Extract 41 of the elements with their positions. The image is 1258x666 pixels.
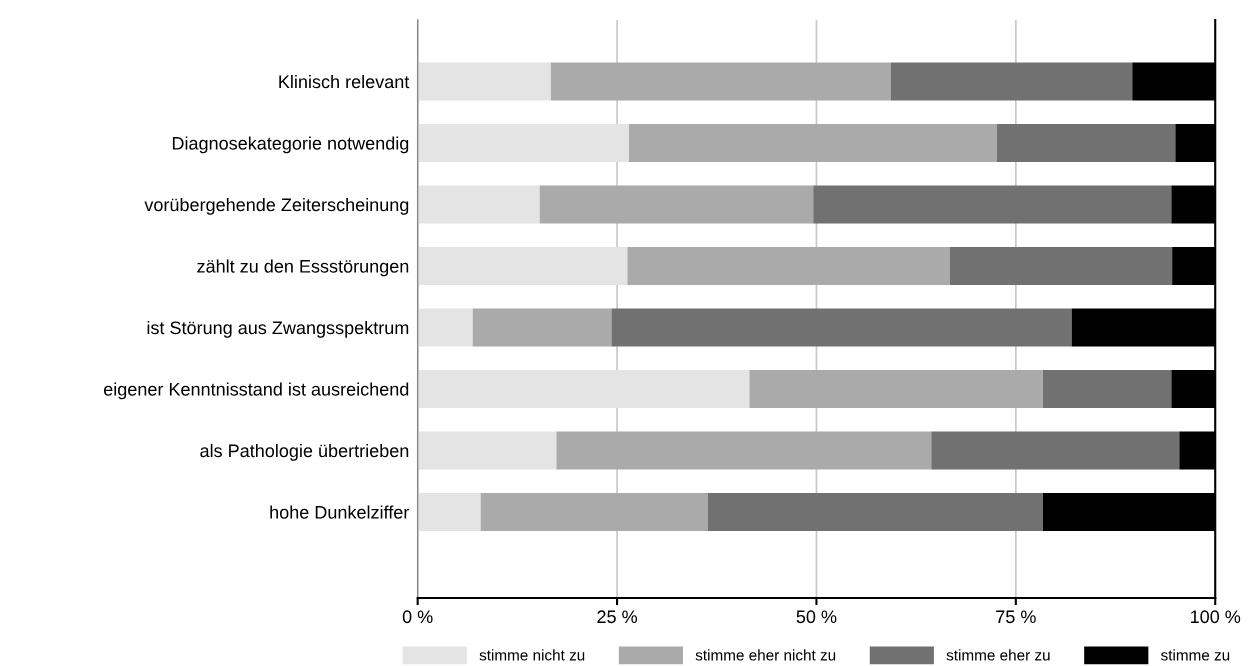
y-tick-label: eigener Kenntnisstand ist ausreichend [103, 382, 409, 400]
bar [813, 185, 1172, 224]
legend-label: stimme eher zu [946, 649, 1050, 661]
y-tick-label: Diagnosekategorie notwendig [172, 136, 409, 154]
bar [996, 123, 1176, 163]
bar [611, 308, 1072, 347]
bar [1042, 369, 1172, 409]
y-tick-label: ist Störung aus Zwangsspektrum [147, 320, 409, 338]
bar [556, 431, 932, 470]
legend-label: stimme eher nicht zu [695, 649, 836, 661]
bar [539, 185, 814, 224]
bar [417, 492, 481, 532]
bar [931, 431, 1180, 470]
bar [550, 62, 891, 101]
y-tick-label: als Pathologie übertrieben [200, 443, 409, 461]
y-tick-label: vorübergehende Zeiterscheinung [144, 197, 409, 215]
x-tick-label: 50 % [796, 610, 837, 624]
bar [417, 246, 628, 286]
x-tick-label: 75 % [996, 610, 1036, 624]
bar [472, 308, 612, 347]
bar [629, 123, 997, 163]
legend-label: stimme nicht zu [479, 649, 585, 661]
bar [417, 185, 540, 224]
y-tick-label: Klinisch relevant [279, 74, 410, 89]
x-tick-label: 100 % [1191, 610, 1241, 624]
bar [417, 308, 473, 347]
bar [417, 62, 551, 101]
y-tick-label: hohe Dunkelziffer [270, 505, 410, 519]
bar [749, 369, 1043, 409]
bar [890, 62, 1133, 101]
bar [949, 246, 1173, 286]
y-tick-label: zählt zu den Essstörungen [197, 259, 409, 277]
bar [417, 369, 750, 409]
legend-label: stimme zu [1161, 649, 1230, 661]
bar [417, 431, 557, 470]
bar [627, 246, 950, 286]
bar [480, 492, 708, 532]
bar [417, 123, 630, 163]
x-tick-label: 0 % [402, 610, 433, 624]
x-tick-label: 25 % [597, 610, 637, 624]
bar [707, 492, 1043, 532]
